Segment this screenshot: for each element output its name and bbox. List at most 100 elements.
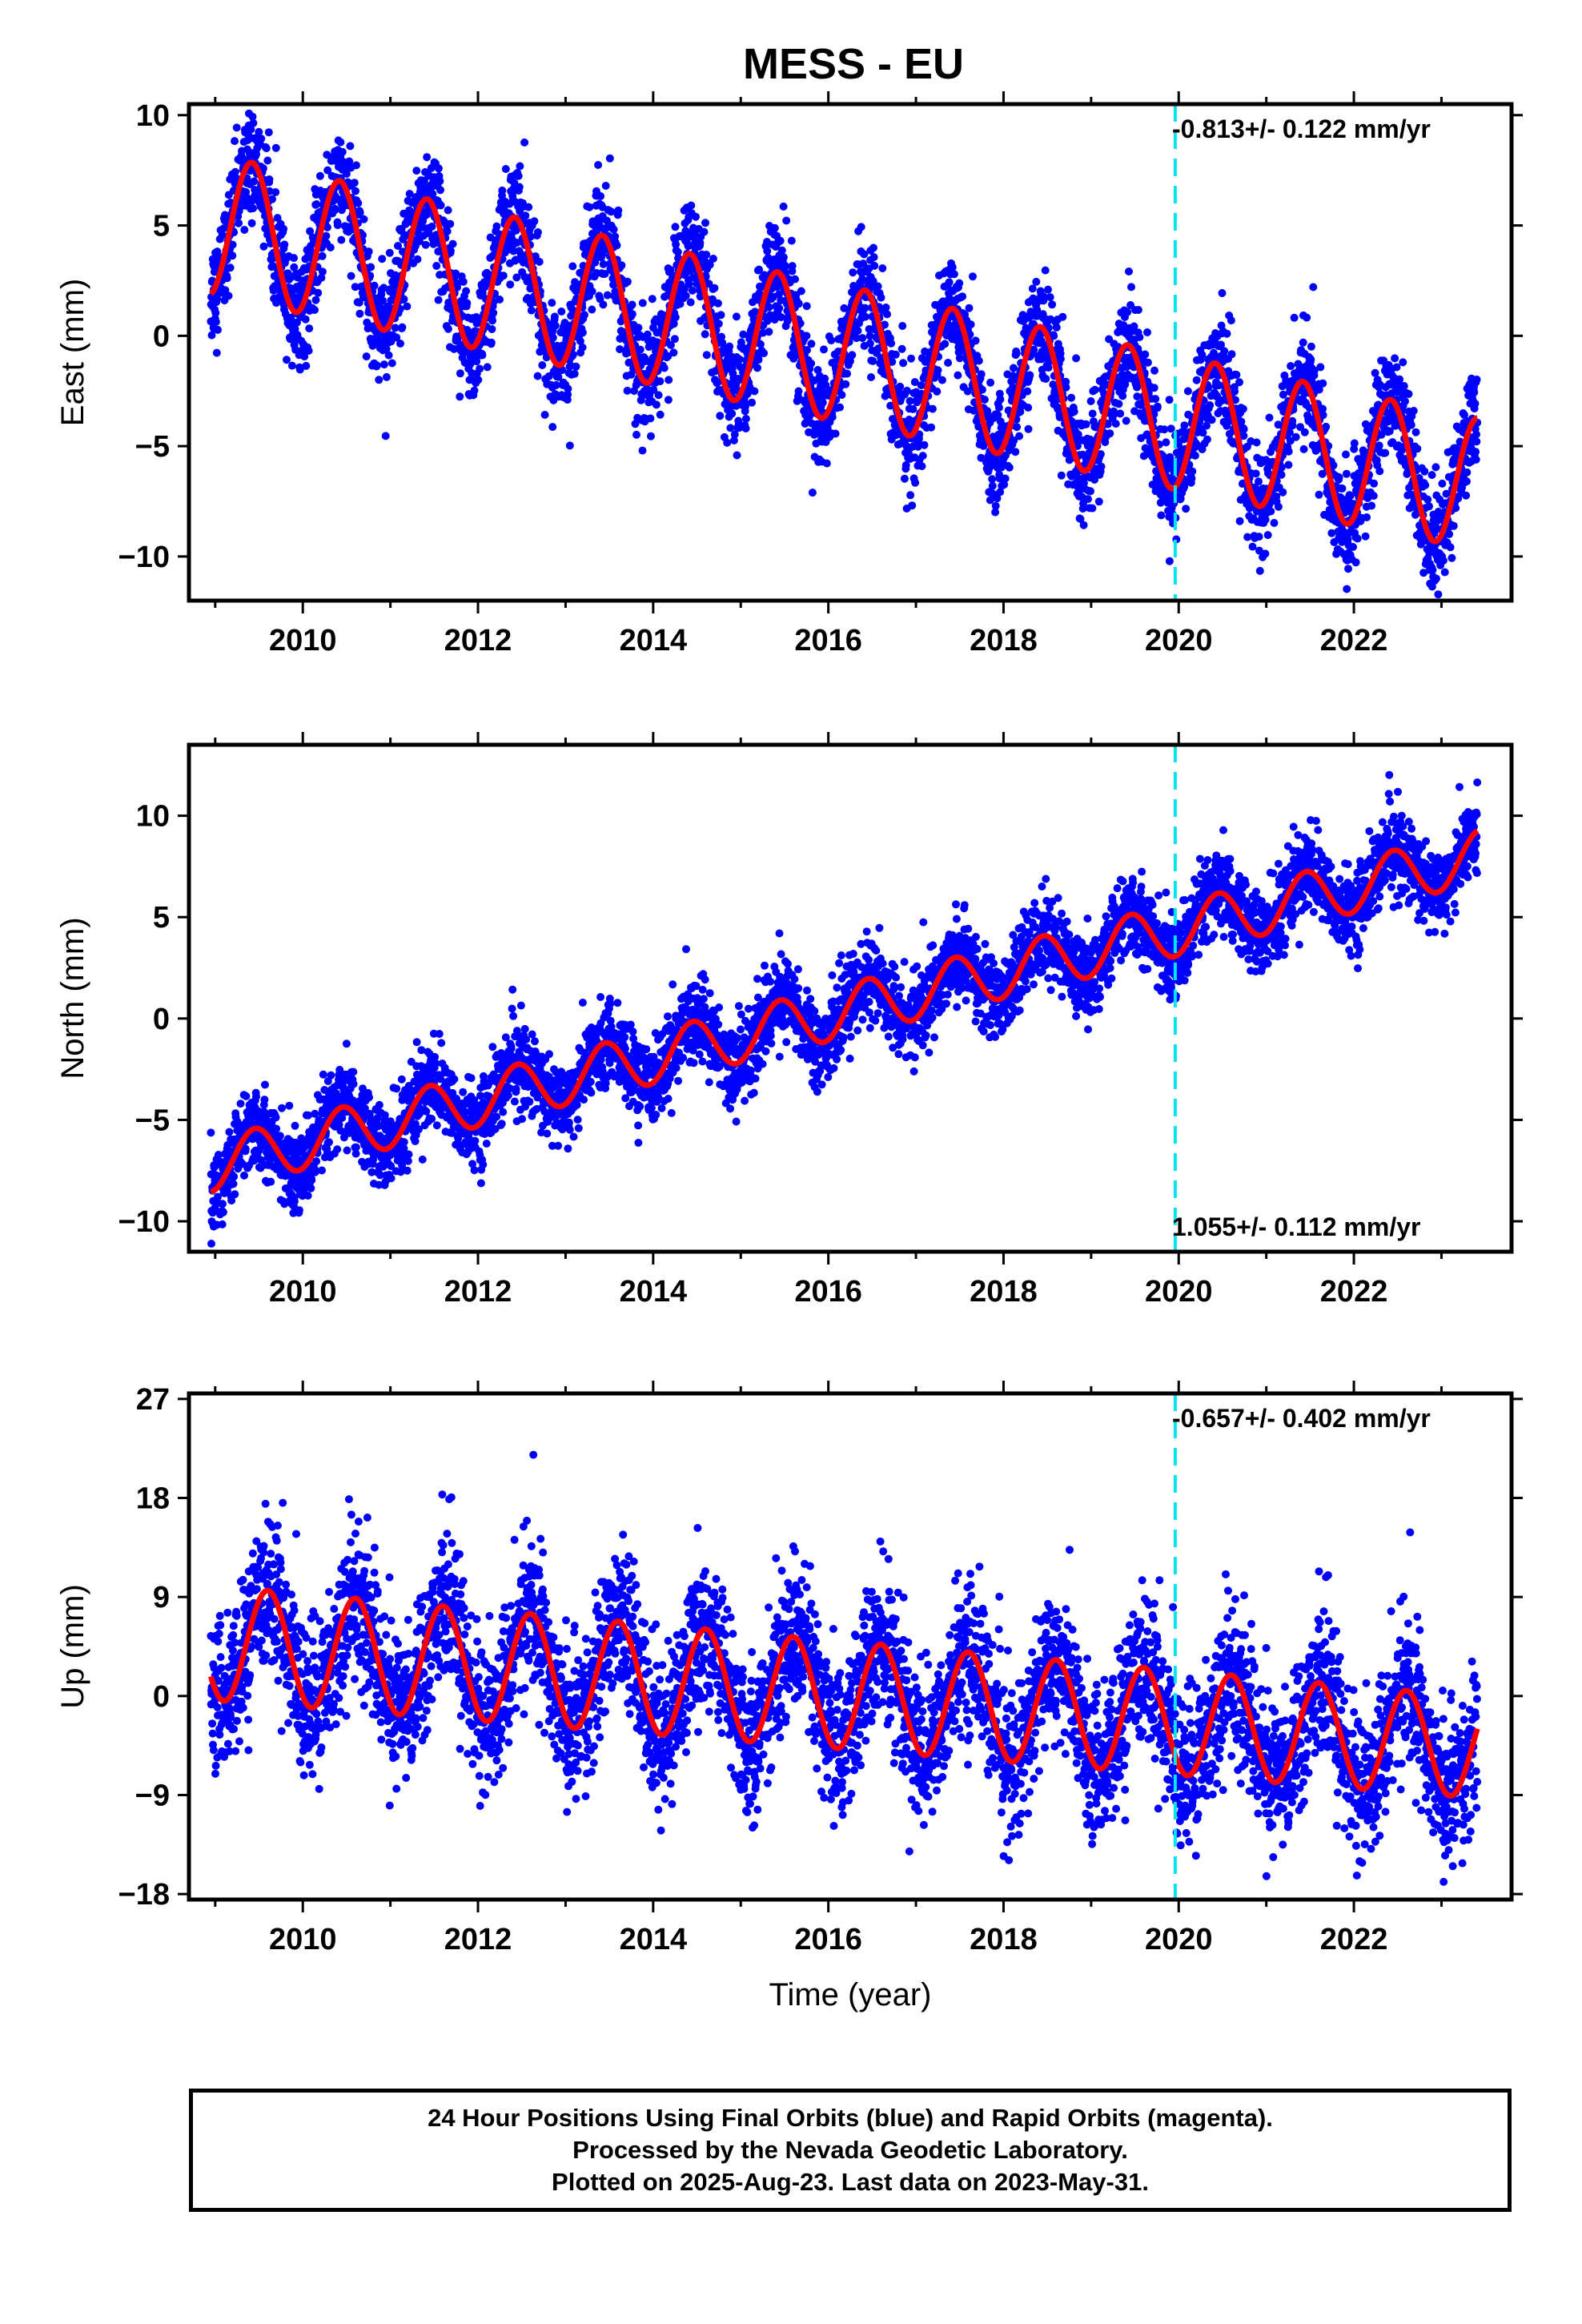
data-point — [387, 359, 396, 368]
data-point — [498, 186, 507, 195]
data-point — [782, 216, 791, 225]
data-point — [818, 398, 827, 407]
data-point — [1199, 428, 1207, 437]
data-point — [764, 253, 773, 262]
data-point — [933, 387, 942, 396]
data-point — [1056, 355, 1065, 364]
data-point — [351, 187, 359, 195]
data-point — [1261, 549, 1270, 558]
data-point — [623, 386, 632, 395]
data-point — [379, 360, 388, 369]
data-point — [765, 328, 773, 336]
data-point — [717, 332, 726, 341]
data-point — [1299, 444, 1308, 453]
data-point — [702, 251, 711, 259]
data-point — [1227, 316, 1235, 325]
data-point — [564, 390, 572, 399]
data-point — [565, 441, 574, 450]
data-point — [506, 280, 515, 289]
data-point — [614, 206, 623, 215]
data-point — [421, 240, 430, 249]
data-point — [649, 385, 658, 394]
data-point — [228, 251, 237, 260]
data-point — [1122, 416, 1130, 425]
data-point — [1353, 534, 1362, 543]
data-point — [214, 325, 222, 334]
data-point — [1309, 283, 1318, 292]
data-point — [729, 436, 738, 444]
data-point — [669, 348, 678, 357]
data-point — [249, 119, 258, 127]
data-point — [1188, 467, 1197, 476]
data-point — [789, 354, 798, 363]
data-point — [733, 451, 741, 460]
data-point — [1023, 387, 1032, 396]
data-point — [898, 322, 907, 330]
data-point — [652, 400, 661, 409]
data-point — [1231, 387, 1239, 396]
data-point — [351, 161, 360, 170]
data-point — [228, 240, 237, 249]
data-point — [470, 386, 479, 395]
data-point — [980, 396, 989, 404]
data-point — [1086, 397, 1095, 405]
data-point — [1011, 448, 1020, 456]
data-point — [1070, 408, 1078, 416]
data-point — [827, 336, 836, 345]
data-point — [391, 324, 400, 332]
data-point — [660, 364, 669, 372]
data-point — [1223, 329, 1231, 338]
y-tick-label: −10 — [118, 541, 170, 574]
data-point — [1307, 342, 1315, 351]
x-tick-label: 2020 — [1145, 624, 1213, 657]
data-point — [756, 340, 765, 348]
data-point — [869, 243, 877, 252]
east-rate-annotation: -0.813+/- 0.122 mm/yr — [1172, 115, 1431, 143]
data-point — [861, 312, 869, 321]
data-point — [548, 423, 557, 432]
data-point — [394, 242, 402, 250]
data-point — [568, 262, 577, 271]
data-point — [822, 459, 831, 468]
data-point — [1252, 438, 1261, 447]
data-point — [1251, 469, 1260, 478]
data-point — [499, 271, 508, 280]
data-point — [306, 227, 315, 235]
data-point — [1239, 425, 1248, 433]
data-point — [311, 296, 320, 304]
data-point — [1322, 422, 1331, 431]
data-point — [1263, 531, 1272, 540]
data-point — [788, 262, 797, 271]
x-tick-label: 2012 — [444, 624, 512, 657]
data-point — [292, 318, 301, 327]
data-point — [436, 177, 444, 186]
x-tick-label: 2018 — [970, 624, 1038, 657]
data-point — [1180, 421, 1189, 430]
data-point — [355, 208, 364, 217]
data-point — [808, 489, 817, 497]
data-point — [883, 310, 891, 319]
data-point — [1079, 521, 1088, 529]
data-point — [748, 398, 757, 407]
data-point — [392, 333, 401, 342]
data-point — [911, 478, 920, 487]
data-point — [1423, 495, 1432, 504]
data-point — [710, 283, 719, 292]
data-point — [1058, 312, 1067, 321]
data-point — [646, 414, 655, 423]
data-point — [224, 292, 233, 300]
data-point — [1183, 387, 1192, 396]
data-point — [1207, 416, 1216, 424]
data-point — [777, 296, 785, 305]
data-point — [1203, 435, 1211, 444]
data-point — [1279, 390, 1287, 399]
data-point — [858, 334, 867, 343]
data-point — [252, 150, 260, 159]
data-point — [1335, 473, 1343, 481]
data-point — [797, 287, 805, 296]
data-point — [1472, 455, 1480, 464]
data-point — [837, 391, 846, 400]
data-point — [1235, 517, 1244, 525]
data-point — [259, 242, 268, 251]
data-point — [1472, 430, 1480, 439]
